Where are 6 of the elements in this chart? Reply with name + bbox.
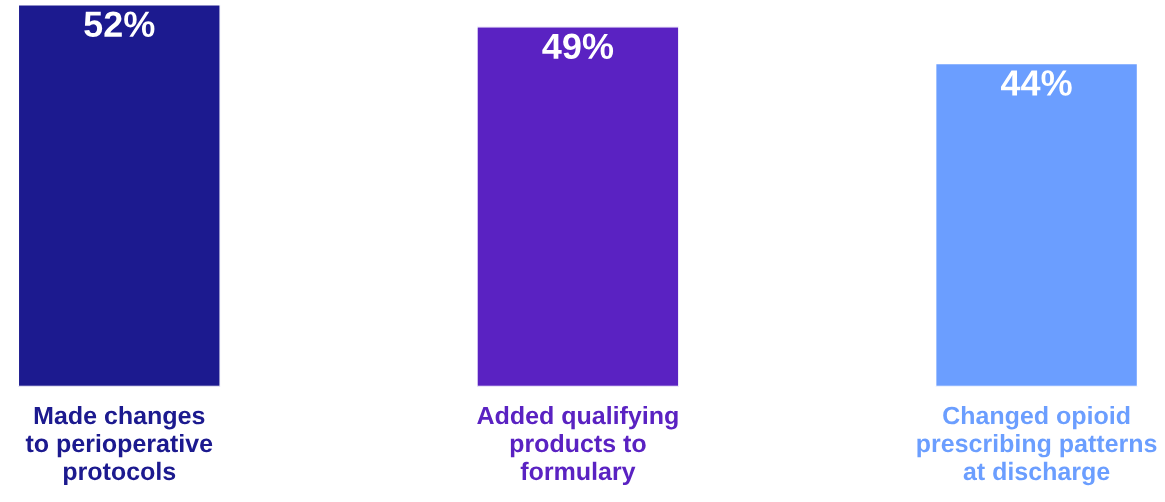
x-tick-label: Changed opioid prescribing patterns at discharge — [917, 405, 1157, 486]
x-tick-label: Added qualifying products to formulary — [477, 405, 678, 486]
x-tick-label: Made changes to perioperative protocols — [25, 405, 213, 486]
data-label: 44% — [1000, 70, 1072, 96]
data-label: 49% — [542, 33, 614, 60]
data-label: 52% — [84, 11, 155, 38]
